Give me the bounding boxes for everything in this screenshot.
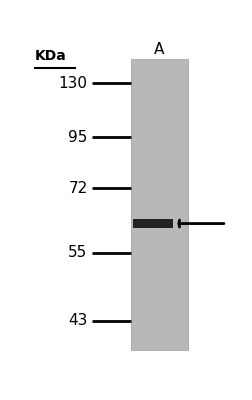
Text: 72: 72 (68, 181, 87, 196)
Bar (132, 219, 172, 228)
Text: 130: 130 (58, 76, 87, 91)
Text: 43: 43 (68, 313, 87, 328)
Text: 55: 55 (68, 245, 87, 260)
Text: KDa: KDa (34, 49, 66, 63)
Bar (130, 59, 187, 350)
Text: 95: 95 (68, 130, 87, 145)
Text: A: A (153, 42, 163, 57)
